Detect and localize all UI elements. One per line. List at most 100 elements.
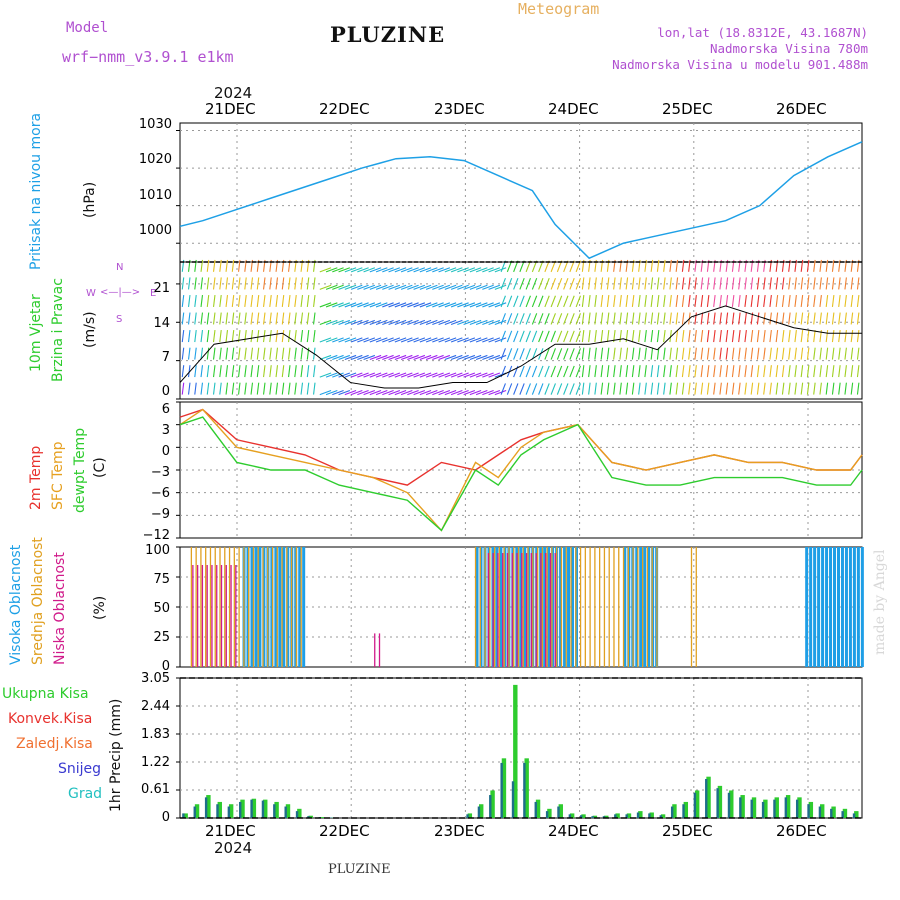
pressure-line [179,141,863,260]
wind-barb [425,354,438,361]
bottom-day-label: 22DEC [319,822,370,840]
wind-barb [400,319,413,325]
high-cloud-bar [250,547,254,667]
wind-barb [844,330,847,343]
high-cloud-bar [294,547,298,667]
wind-barb [294,294,297,308]
top-day-label: 23DEC [434,100,485,118]
wind-barb [731,365,735,378]
wind-barb [675,347,679,360]
wind-barb [187,365,191,378]
wind-barb [656,312,660,325]
wind-barb [531,348,538,360]
wind-barb [288,347,291,360]
wind-barb [482,319,494,325]
wind-barb [781,330,785,343]
wind-barb [231,259,235,272]
chart-title: PLUZINE [330,22,446,47]
precip-legend-snow: Snijeg [58,761,102,777]
high-cloud-bar [829,547,833,667]
wind-barb [588,382,591,395]
wind-barb [319,372,332,378]
wind-barb [369,354,382,361]
snow-precip-bar [784,797,788,818]
wind-barb [394,284,407,290]
wind-barb [763,347,766,360]
wind-barb [856,365,860,378]
wind-barb [669,330,672,343]
wind-barb [269,277,272,290]
wind-barb [319,319,332,325]
total-precip-bar [683,801,689,818]
wind-barb [200,365,204,378]
wind-barb [763,277,766,290]
wind-barb [294,277,297,290]
wind-barb [425,267,438,273]
wind-barb [262,294,266,308]
wind-barb [457,302,469,308]
wind-barb [425,302,438,308]
wind-barb [550,313,556,325]
wind-barb [719,330,722,343]
wind-barb [613,312,616,325]
wind-barb [713,365,716,378]
wind-barb [650,312,654,325]
wind-barb [844,347,847,360]
wind-barb [800,330,804,343]
wind-barb [306,277,310,290]
wind-barb [506,383,513,395]
wind-barb [438,267,451,273]
wind-barb [382,267,394,273]
wind-barb [419,372,432,378]
snow-precip-bar [693,792,697,818]
total-precip-bar [615,813,620,818]
temp-ytick: −3 [150,465,170,480]
wind-barb [844,382,847,395]
total-precip-bar [206,795,211,818]
wind-barb [631,347,635,360]
wind-barb [187,382,191,395]
wind-barb [469,267,482,273]
wind-barb [463,284,476,290]
wind-barb [500,295,506,308]
wind-barb [463,354,476,361]
top-day-label: 26DEC [776,100,827,118]
wind-barb [250,330,254,343]
wind-barb [763,330,766,343]
wind-barb [525,295,531,308]
wind-barb [538,313,544,325]
wind-barb [788,382,791,395]
wind-barb [638,312,641,325]
high-cloud-bar [643,547,647,667]
snow-precip-bar [773,799,776,818]
wind-barb [500,383,506,395]
precip-ytick: 0 [161,810,170,825]
wind-barb [269,330,272,343]
temp-ytick: −9 [150,507,170,522]
wind-barb [313,365,316,378]
wind-barb [688,347,691,360]
wind-barb [631,277,635,290]
wind-barb [731,347,735,360]
snow-precip-bar [511,781,515,818]
wind-barb [237,277,241,290]
wind-barb [563,278,569,290]
wind-barb [200,259,204,272]
high-cloud-bar [833,547,837,667]
wind-ytick: 7 [161,350,170,365]
wind-barb [388,372,401,378]
wind-barb [187,277,191,290]
wind-barb [825,312,829,325]
wind-barb [187,330,191,343]
bottom-day-label: 26DEC [776,822,827,840]
wind-barb [438,389,451,396]
wind-barb [813,347,816,360]
wind-barb [525,348,531,360]
temp-ytick: 3 [161,423,170,438]
wind-barb [262,365,266,378]
wind-barb [606,347,610,360]
wind-barb [600,347,604,360]
wind-barb [488,284,501,290]
wind-barb [375,319,388,325]
total-precip-bar [228,804,234,818]
